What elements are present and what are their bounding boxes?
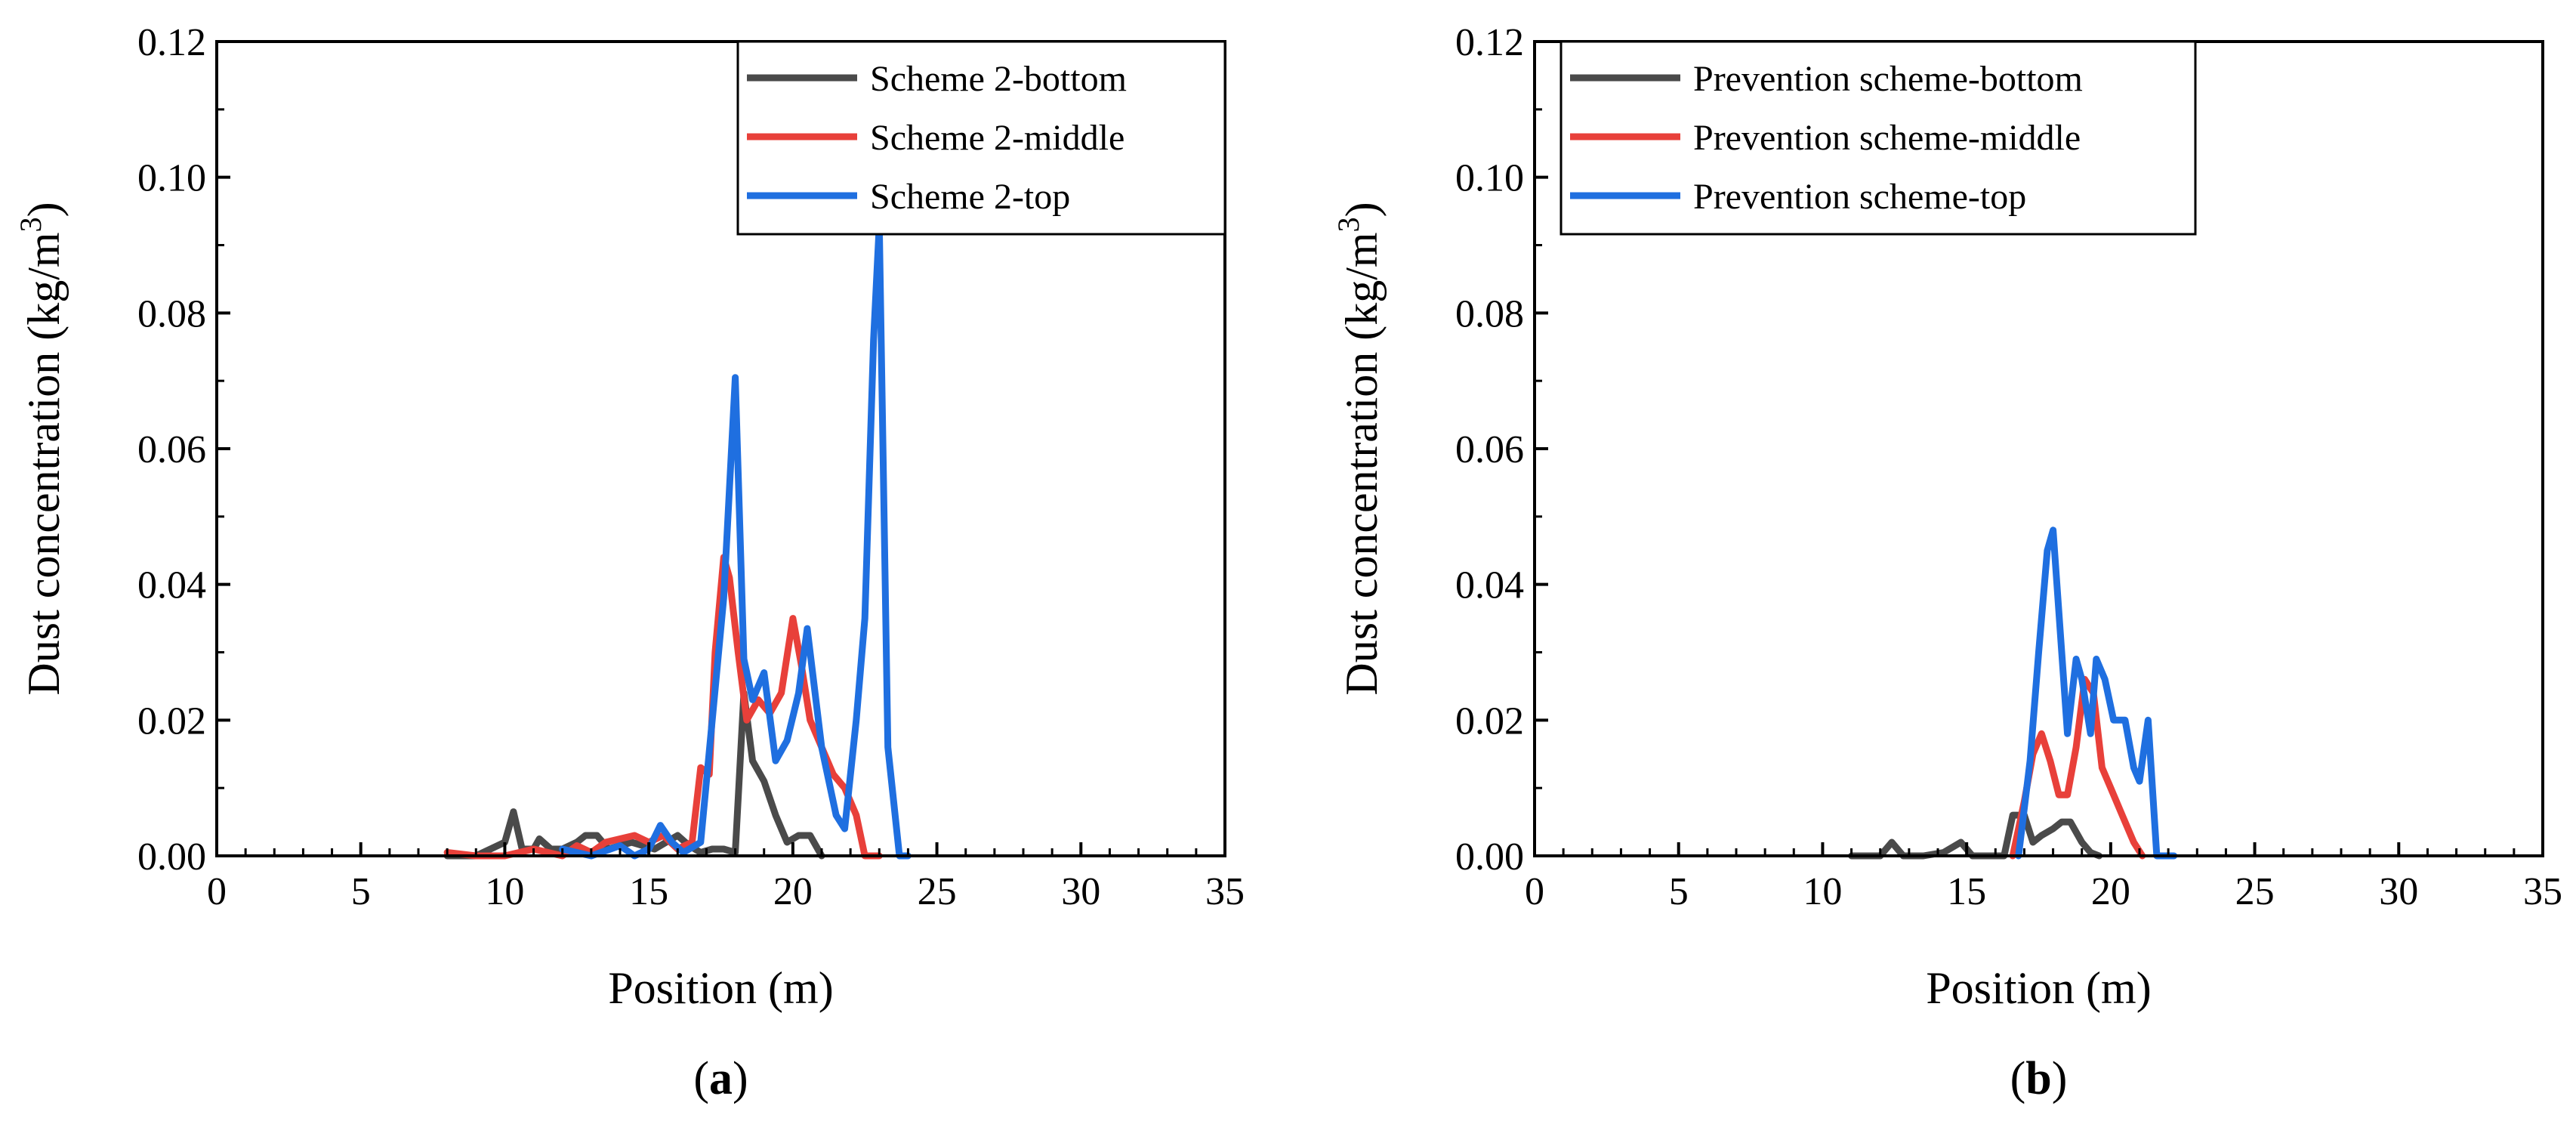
x-tick-label: 5 bbox=[1669, 870, 1689, 913]
y-tick-label: 0.06 bbox=[137, 428, 206, 471]
panel-label-close: ) bbox=[2052, 1053, 2068, 1104]
y-axis-title-superscript: 3 bbox=[14, 217, 48, 232]
x-tick-label: 15 bbox=[1947, 870, 1986, 913]
x-tick-label: 35 bbox=[2523, 870, 2562, 913]
x-tick-label: 25 bbox=[2235, 870, 2275, 913]
x-tick-label: 10 bbox=[485, 870, 524, 913]
x-tick-label: 0 bbox=[1525, 870, 1544, 913]
y-tick-label: 0.12 bbox=[1455, 21, 1524, 64]
x-tick-label: 20 bbox=[2091, 870, 2130, 913]
panel-label-letter: a bbox=[709, 1053, 733, 1104]
panel-label: (b) bbox=[2010, 1053, 2068, 1104]
panel-label-open: ( bbox=[693, 1053, 709, 1104]
y-axis-title-main: Dust concentration (kg/m bbox=[1337, 232, 1387, 695]
legend-label-3: Scheme 2-top bbox=[870, 177, 1070, 217]
x-tick-label: 30 bbox=[2379, 870, 2418, 913]
legend-label-1: Scheme 2-bottom bbox=[870, 59, 1127, 99]
x-axis-title: Position (m) bbox=[1926, 963, 2151, 1013]
y-tick-label: 0.00 bbox=[137, 835, 206, 879]
panel-label-close: ) bbox=[733, 1053, 748, 1104]
y-tick-label: 0.08 bbox=[137, 292, 206, 335]
y-axis-title: Dust concentration (kg/m3) bbox=[1331, 202, 1387, 695]
y-axis-title-close: ) bbox=[19, 202, 69, 217]
x-tick-label: 0 bbox=[207, 870, 227, 913]
series-line-3 bbox=[559, 221, 912, 860]
series-line-2 bbox=[2009, 675, 2146, 860]
legend-label-1: Prevention scheme-bottom bbox=[1693, 59, 2083, 99]
legend-label-2: Scheme 2-middle bbox=[870, 118, 1124, 158]
y-axis-title-main: Dust concentration (kg/m bbox=[19, 232, 69, 695]
y-axis-title-superscript: 3 bbox=[1331, 217, 1365, 232]
y-tick-label: 0.10 bbox=[137, 157, 206, 200]
y-tick-label: 0.02 bbox=[1455, 699, 1524, 743]
y-tick-label: 0.08 bbox=[1455, 292, 1524, 335]
legend-label-3: Prevention scheme-top bbox=[1693, 177, 2026, 217]
chart-panel-b: 0 5 10 15 20 25 30 35 0.00 0.02 0.04 0.06 0.08 0.10 0.… bbox=[1331, 21, 2562, 1104]
y-tick-label: 0.06 bbox=[1455, 428, 1524, 471]
chart-panel-a: 0 5 10 15 20 25 30 35 0.00 0.02 0.04 0.06 0.08 0.10 0.… bbox=[14, 21, 1245, 1104]
y-tick-label: 0.12 bbox=[137, 21, 206, 64]
y-tick-label: 0.00 bbox=[1455, 835, 1524, 879]
legend: Scheme 2-bottom Scheme 2-middle Scheme 2-t… bbox=[736, 40, 1226, 236]
x-tick-label: 20 bbox=[773, 870, 813, 913]
y-tick-label: 0.04 bbox=[137, 564, 206, 607]
series-line-1 bbox=[443, 689, 825, 860]
y-tick-label: 0.02 bbox=[137, 699, 206, 743]
y-tick-label: 0.10 bbox=[1455, 157, 1524, 200]
y-axis-title: Dust concentration (kg/m3) bbox=[14, 202, 69, 695]
x-tick-label: 35 bbox=[1205, 870, 1245, 913]
series-line-1 bbox=[1848, 811, 2103, 860]
x-tick-label: 25 bbox=[918, 870, 957, 913]
panel-label-open: ( bbox=[2010, 1053, 2026, 1104]
y-axis-title-close: ) bbox=[1337, 202, 1387, 217]
x-tick-label: 10 bbox=[1803, 870, 1842, 913]
legend-label-2: Prevention scheme-middle bbox=[1693, 118, 2081, 158]
panel-label: (a) bbox=[693, 1053, 748, 1104]
panel-label-letter: b bbox=[2025, 1053, 2051, 1104]
x-tick-label: 30 bbox=[1061, 870, 1100, 913]
y-tick-label: 0.04 bbox=[1455, 564, 1524, 607]
x-tick-label: 15 bbox=[629, 870, 668, 913]
legend: Prevention scheme-bottom Prevention schem… bbox=[1559, 40, 2197, 236]
series-line-3 bbox=[2015, 527, 2178, 860]
x-tick-label: 5 bbox=[351, 870, 371, 913]
x-axis-title: Position (m) bbox=[608, 963, 833, 1013]
